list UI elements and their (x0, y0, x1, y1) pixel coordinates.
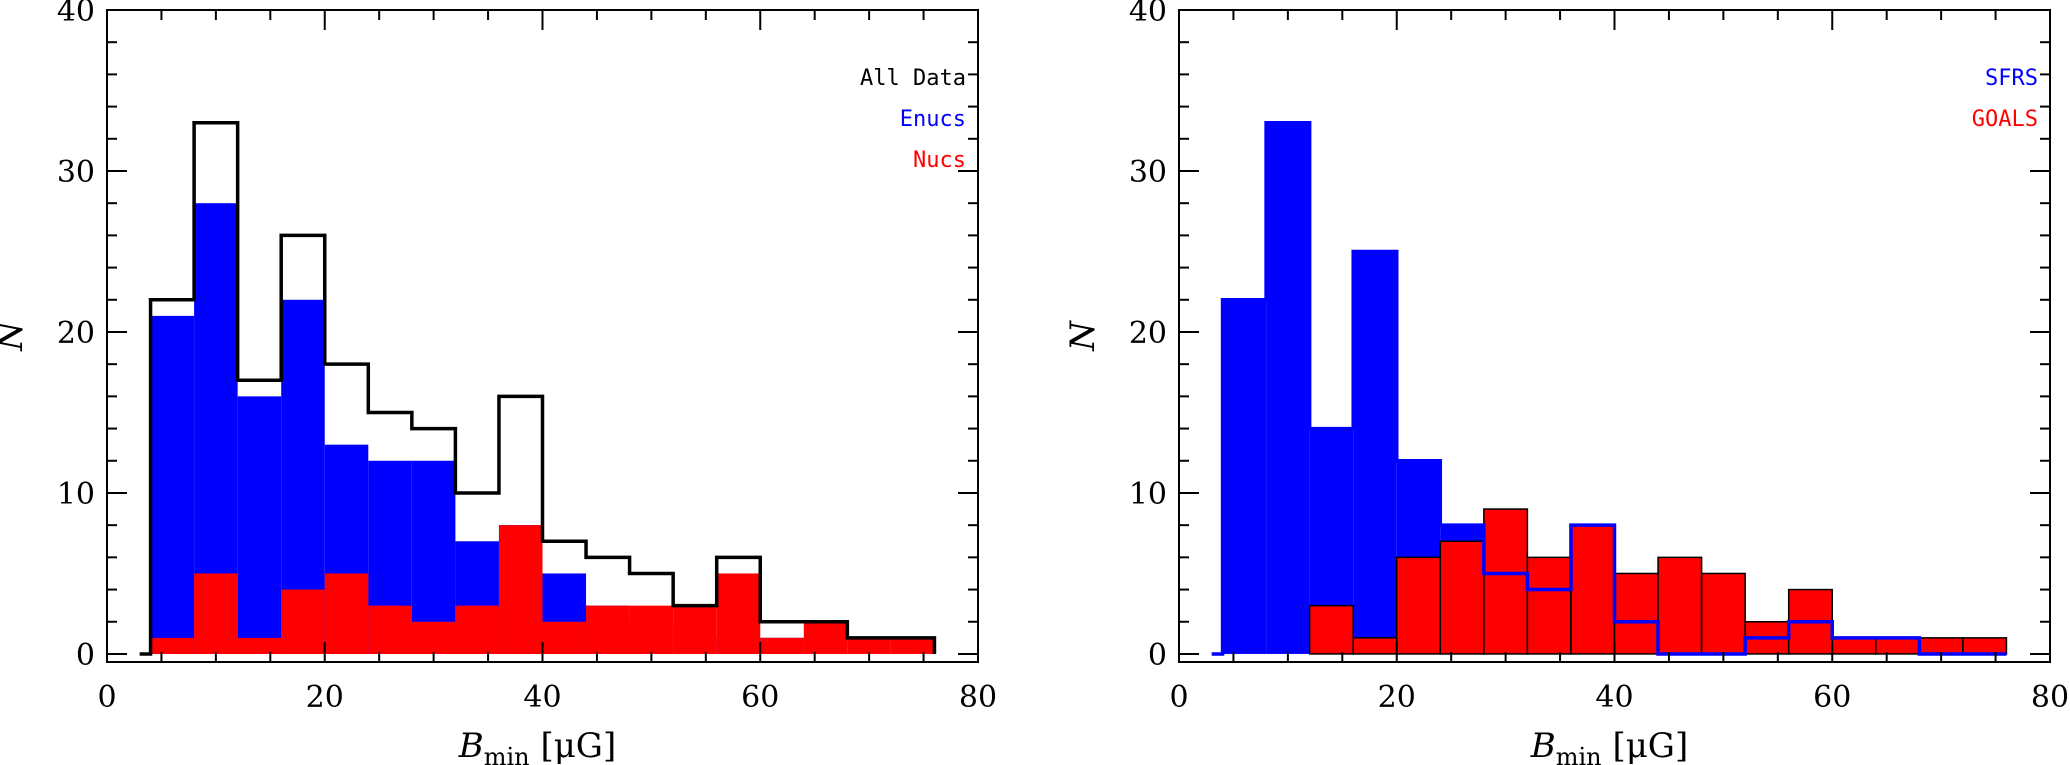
legend-entry-all-data: All Data (860, 66, 966, 91)
goals-bar-17 (1962, 637, 2008, 655)
nucs-bar-3 (281, 589, 325, 654)
x-axis-label: Bmin [μG] (458, 726, 616, 765)
nucs-bar-15 (803, 621, 848, 654)
goals-bar-3 (1352, 637, 1398, 655)
legend-entry-sfrs: SFRS (1985, 66, 2038, 91)
legend-entry-enucs: Enucs (900, 107, 966, 132)
nucs-bar-16 (847, 637, 891, 654)
enucs-bar-0 (150, 315, 195, 654)
sfrs-bar-3 (1353, 251, 1397, 654)
y-axis-label: N (0, 320, 31, 352)
y-tick-label: 0 (76, 638, 95, 673)
nucs-bar-14 (760, 637, 804, 654)
nucs-bar-9 (542, 621, 587, 654)
x-tick-label: 60 (1813, 680, 1851, 715)
goals-bar-8 (1570, 524, 1616, 655)
right-histogram-panel: 0 20 40 60 80 0 10 20 30 40 Bmin [μG] N SFRS GOALS (1063, 0, 2069, 765)
y-tick-label: 0 (1148, 638, 1167, 673)
nucs-bar-1 (194, 573, 238, 654)
x-tick-label: 80 (2031, 680, 2069, 715)
nucs-bar-2 (237, 637, 282, 654)
sfrs-step-line (1211, 120, 2007, 656)
y-tick-label: 30 (1129, 155, 1167, 190)
all-data-step-line (139, 120, 937, 656)
goals-bar-5 (1439, 540, 1485, 655)
nucs-bar-8 (498, 525, 543, 654)
x-axis-label: Bmin [μG] (1530, 726, 1688, 765)
goals-bar-6 (1483, 508, 1529, 655)
sfrs-bar-0 (1222, 299, 1267, 654)
enucs-bar-2 (237, 396, 282, 654)
x-tick-label: 20 (1378, 680, 1416, 715)
nucs-bar-5 (368, 605, 412, 654)
y-tick-label: 10 (57, 477, 95, 512)
y-tick-label: 10 (1129, 477, 1167, 512)
goals-bar-10 (1657, 556, 1703, 655)
nucs-bar-7 (455, 605, 499, 654)
x-tick-label: 80 (959, 680, 997, 715)
nucs-bar-11 (629, 605, 674, 654)
y-tick-label: 30 (57, 155, 95, 190)
sfrs-bar-1 (1266, 122, 1310, 654)
y-tick-label: 40 (1129, 0, 1167, 29)
x-tick-label: 60 (741, 680, 779, 715)
goals-bar-7 (1526, 556, 1572, 655)
nucs-bar-12 (673, 605, 717, 654)
x-tick-label: 0 (1169, 680, 1188, 715)
goals-bar-9 (1613, 572, 1659, 655)
goals-bar-16 (1918, 637, 1964, 655)
x-tick-label: 0 (97, 680, 116, 715)
nucs-bar-4 (324, 573, 369, 654)
goals-bar-14 (1831, 637, 1877, 655)
y-axis-label: N (1063, 320, 1103, 352)
nucs-bar-13 (716, 573, 761, 654)
y-tick-label: 20 (57, 316, 95, 351)
legend-entry-nucs: Nucs (913, 148, 966, 173)
goals-bar-4 (1396, 556, 1442, 655)
x-tick-label: 20 (306, 680, 344, 715)
goals-bar-15 (1875, 637, 1921, 655)
y-tick-label: 20 (1129, 316, 1167, 351)
y-tick-label: 40 (57, 0, 95, 29)
x-tick-label: 40 (1595, 680, 1633, 715)
x-tick-label: 40 (523, 680, 561, 715)
goals-bar-11 (1700, 572, 1746, 655)
nucs-bar-6 (411, 621, 456, 654)
nucs-bar-17 (890, 637, 935, 654)
nucs-bar-10 (586, 605, 630, 654)
legend-entry-goals: GOALS (1972, 107, 2038, 132)
left-histogram-panel: 0 20 40 60 80 0 10 20 30 40 Bmin [μG] N All Data Enuc… (0, 0, 997, 765)
nucs-bar-0 (150, 637, 195, 654)
goals-bar-2 (1308, 604, 1354, 655)
